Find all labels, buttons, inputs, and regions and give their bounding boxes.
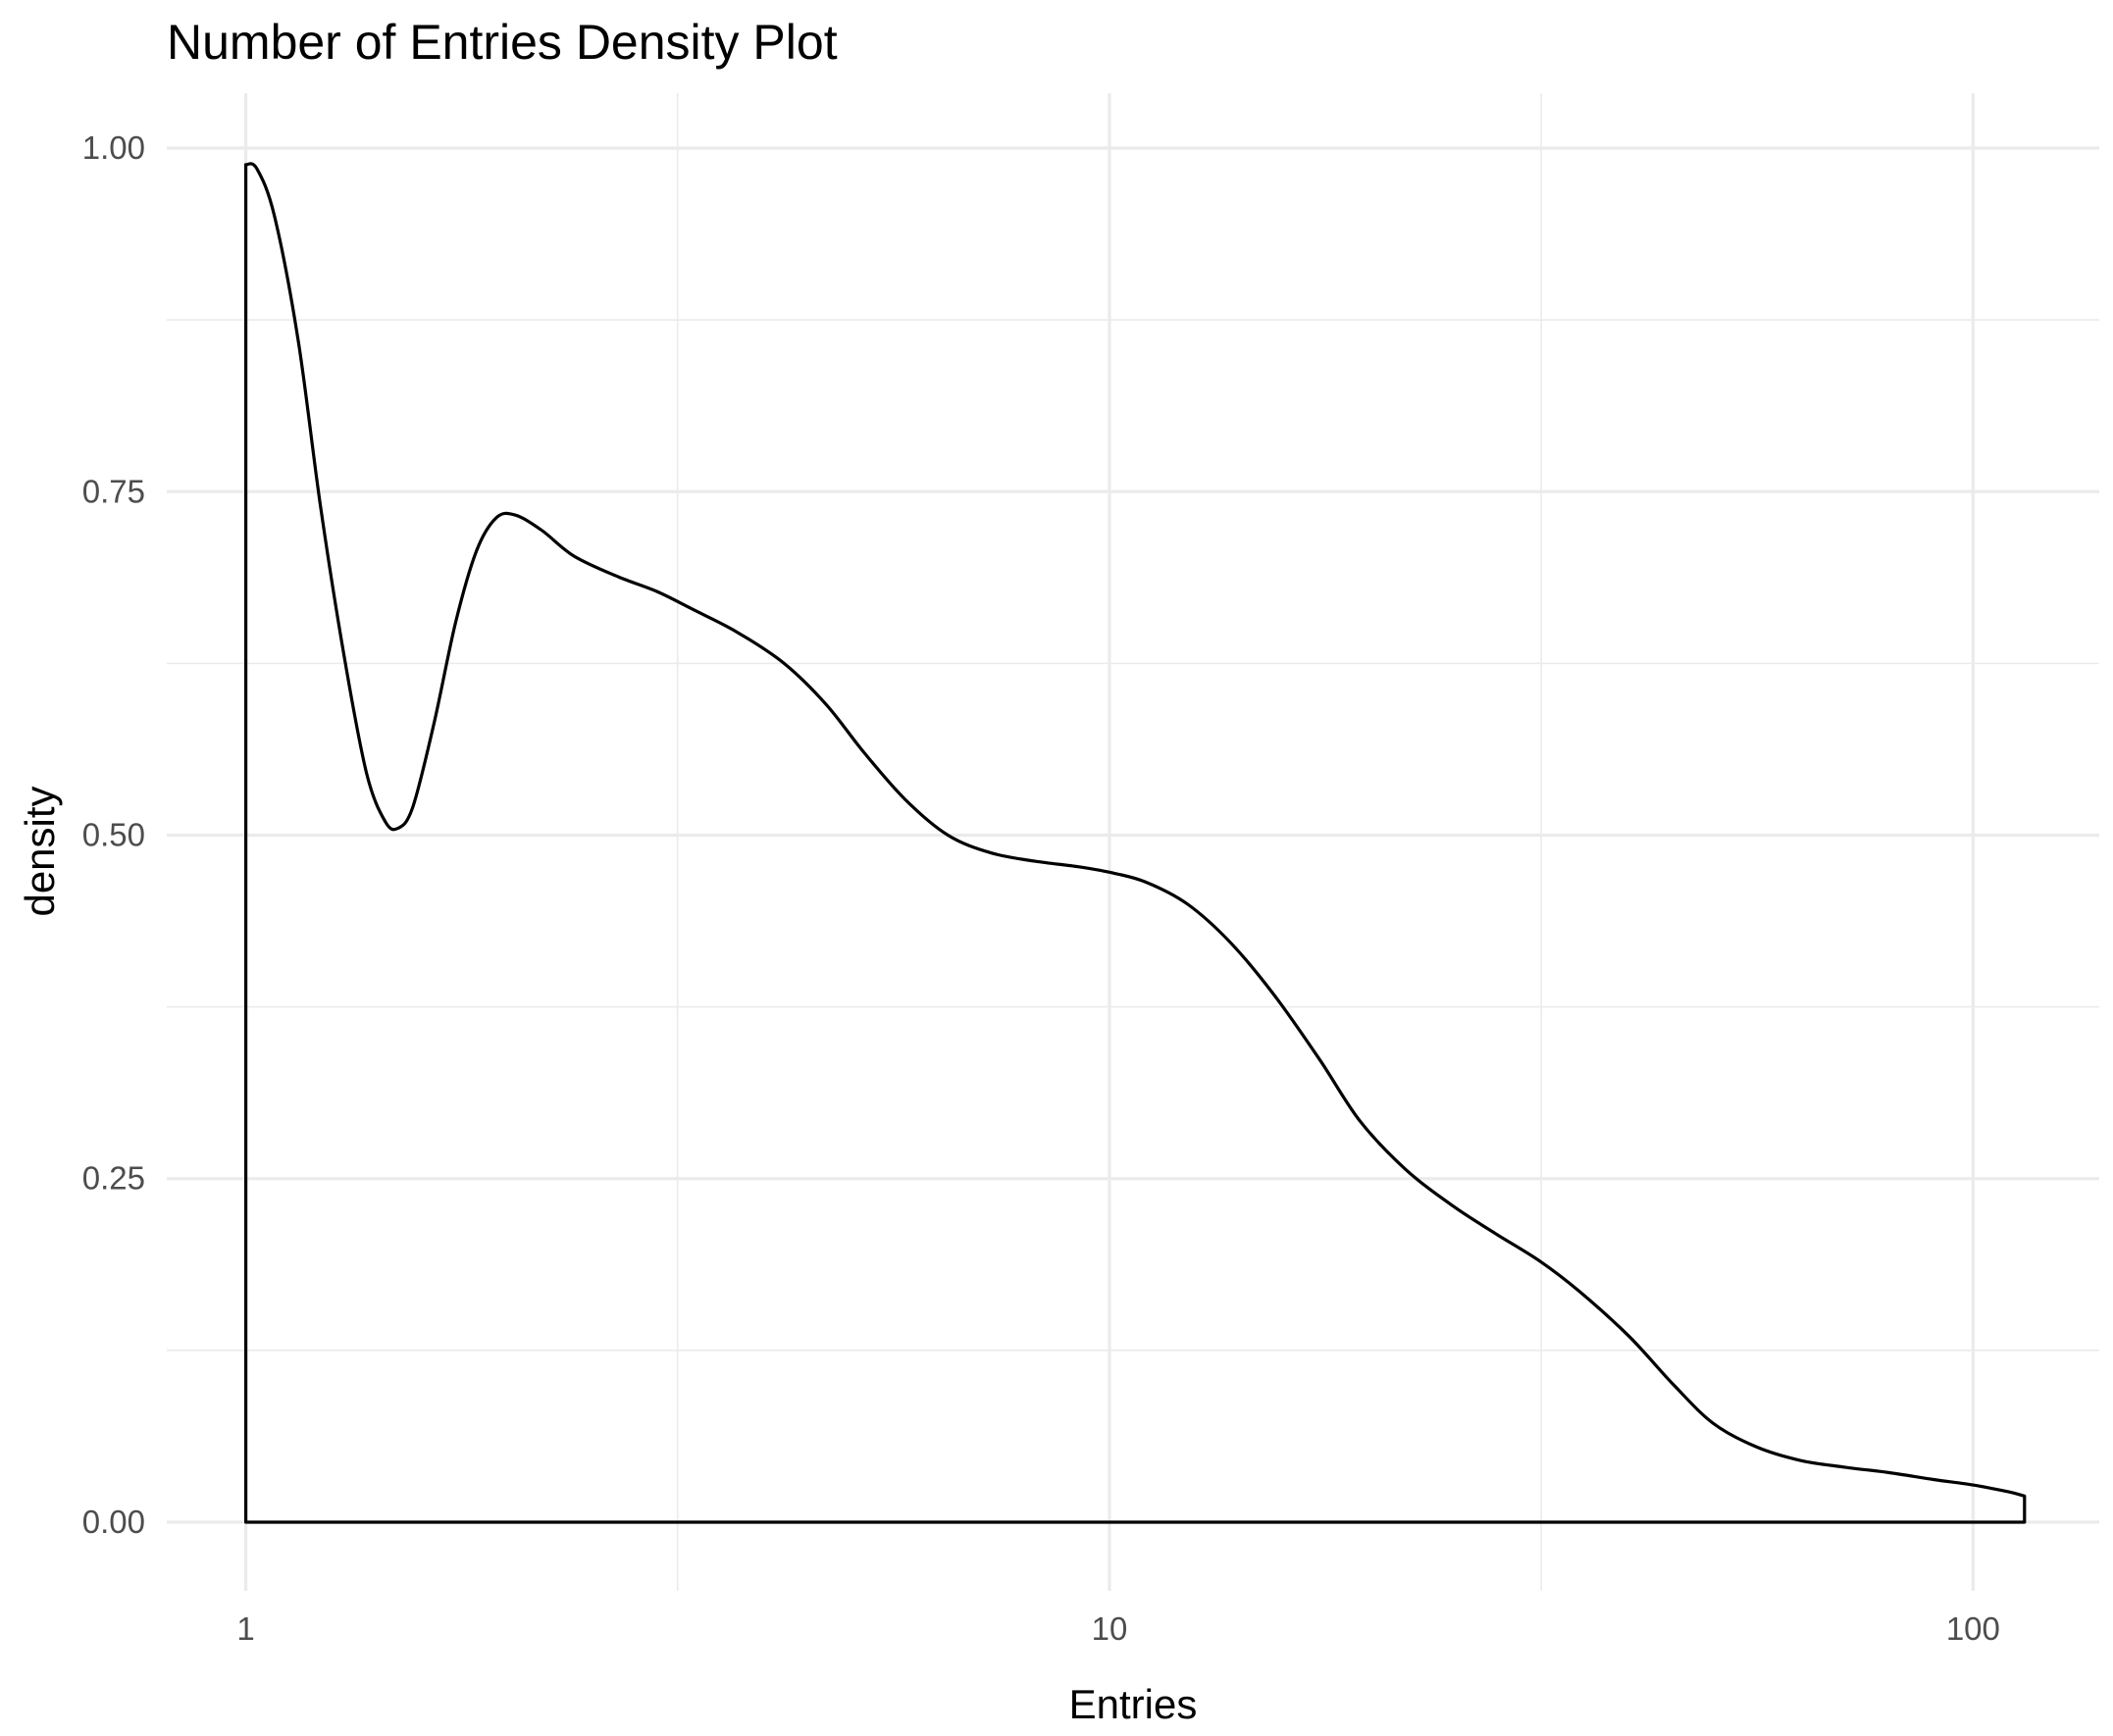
- grid: [167, 93, 2099, 1591]
- x-axis-ticks: 1 10 100: [236, 1610, 1999, 1647]
- y-tick-label-0: 0.00: [82, 1504, 145, 1540]
- y-tick-label-1: 0.25: [82, 1160, 145, 1197]
- y-tick-label-3: 0.75: [82, 473, 145, 509]
- plot-area: [244, 162, 2027, 1524]
- y-axis-title: density: [17, 786, 63, 916]
- chart-title: Number of Entries Density Plot: [167, 15, 838, 70]
- x-tick-label-0: 1: [236, 1610, 254, 1647]
- density-series-0: [244, 162, 2027, 1524]
- x-tick-label-2: 100: [1946, 1610, 2000, 1647]
- y-tick-label-4: 1.00: [82, 129, 145, 166]
- x-tick-label-1: 10: [1092, 1610, 1128, 1647]
- y-axis-ticks: 0.00 0.25 0.50 0.75 1.00: [82, 129, 145, 1540]
- y-tick-label-2: 0.50: [82, 816, 145, 852]
- x-axis-title: Entries: [1069, 1681, 1198, 1727]
